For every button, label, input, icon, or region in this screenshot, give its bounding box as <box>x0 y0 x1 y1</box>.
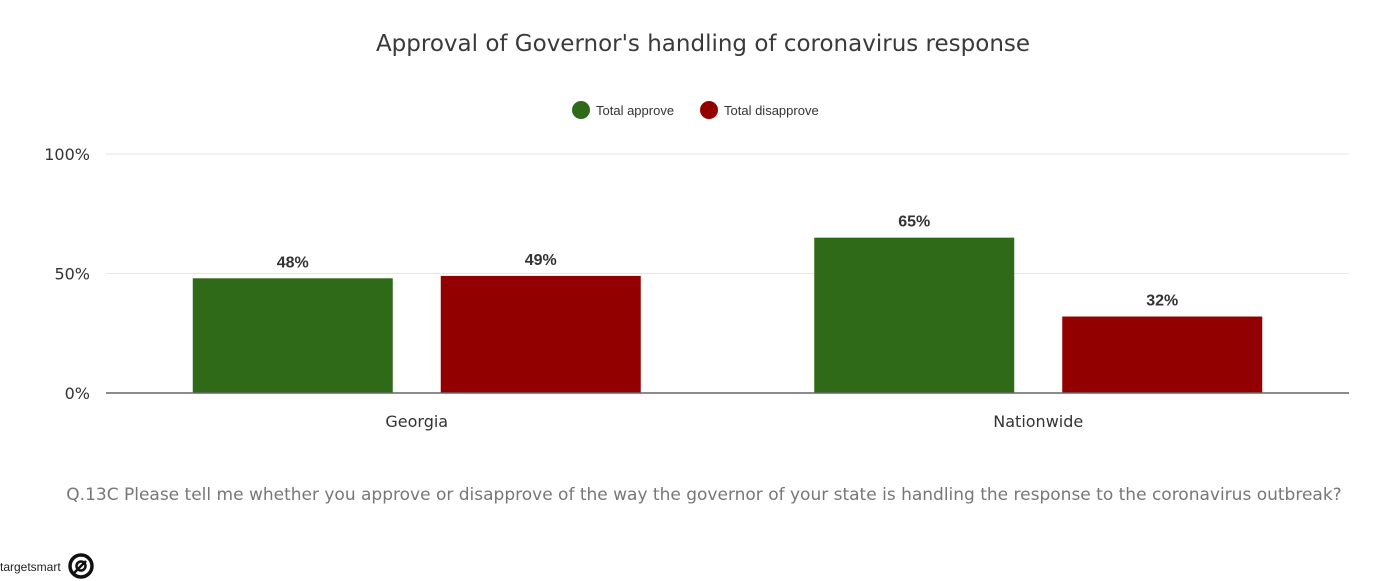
data-label: 32% <box>1146 293 1178 310</box>
brand-name: targetsmart <box>0 560 61 574</box>
data-label: 48% <box>277 254 309 271</box>
bar-total-approve-nationwide <box>814 237 1015 393</box>
category-labels: Georgia Nationwide <box>385 412 1083 431</box>
data-label: 65% <box>898 214 930 231</box>
legend-swatch-disapprove <box>700 101 718 119</box>
category-label: Georgia <box>385 412 448 431</box>
data-labels: 48% 49% 65% 32% <box>277 214 1179 310</box>
y-tick-label: 50% <box>54 265 90 284</box>
data-label: 49% <box>525 252 557 269</box>
question-caption: Q.13C Please tell me whether you approve… <box>66 485 1341 505</box>
chart-title: Approval of Governor's handling of coron… <box>376 31 1030 57</box>
bars <box>192 237 1263 393</box>
targetsmart-logo-icon <box>68 553 94 579</box>
gridlines <box>106 153 1349 274</box>
y-tick-label: 100% <box>44 145 90 164</box>
legend-label-disapprove: Total disapprove <box>724 103 819 118</box>
bar-total-disapprove-georgia <box>440 275 641 393</box>
y-tick-label: 0% <box>65 384 90 403</box>
bar-total-disapprove-nationwide <box>1062 316 1263 393</box>
bar-total-approve-georgia <box>192 278 393 393</box>
legend-swatch-approve <box>572 101 590 119</box>
y-axis-ticks: 0% 50% 100% <box>44 145 90 403</box>
legend-label-approve: Total approve <box>596 103 674 118</box>
category-label: Nationwide <box>993 412 1083 431</box>
legend: Total approve Total disapprove <box>572 101 819 119</box>
brand-logo: targetsmart <box>0 553 94 579</box>
